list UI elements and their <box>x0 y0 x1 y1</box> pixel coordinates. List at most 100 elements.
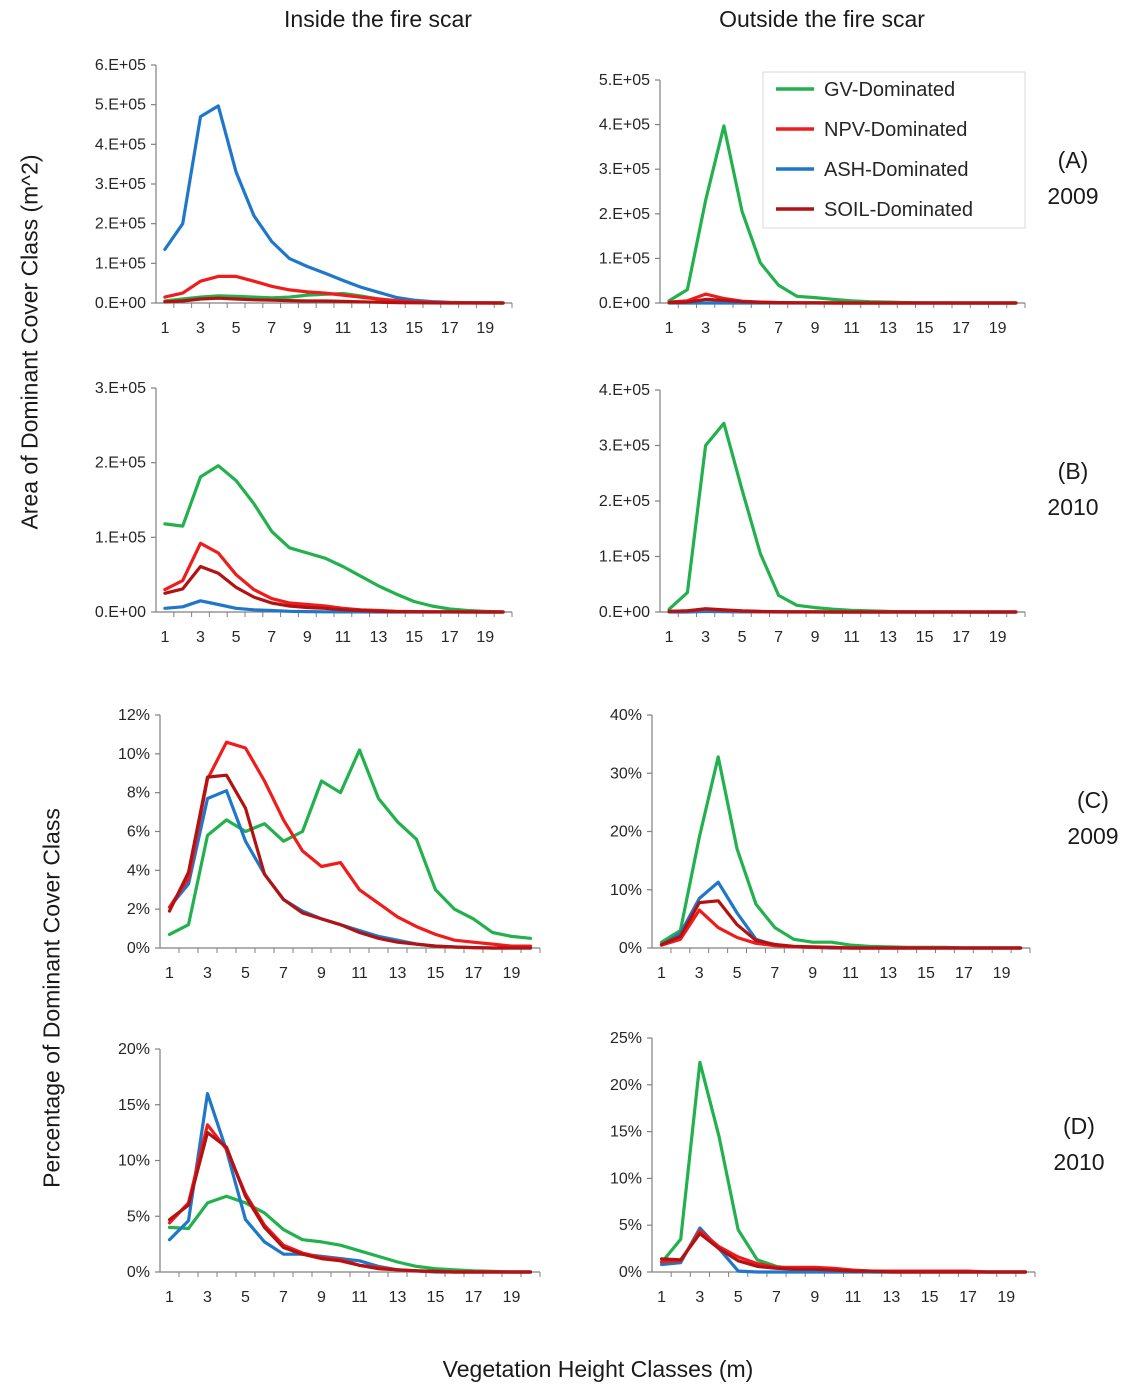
x-tick-label: 13 <box>370 320 388 337</box>
series-line-soil-dominated <box>667 607 1018 614</box>
x-tick-label: 7 <box>774 320 783 337</box>
y-tick-label: 0.E+00 <box>599 295 650 312</box>
row-label-a: (A) 2009 <box>1047 142 1098 214</box>
y-tick-label: 3.E+05 <box>95 380 146 397</box>
x-tick-label: 5 <box>738 320 747 337</box>
x-tick-label: 1 <box>657 965 666 982</box>
y-tick-label: 5.E+05 <box>599 72 650 89</box>
series-line-soil-dominated <box>659 899 1023 950</box>
x-tick-label: 13 <box>879 965 897 982</box>
series-line-gv-dominated <box>167 748 533 940</box>
panel-B-inside: 0.E+001.E+052.E+053.E+051 3 5 7 9 11 13 15 17 19 <box>95 380 513 646</box>
series-line-npv-dominated <box>167 740 533 948</box>
x-tick-label: 17 <box>952 320 970 337</box>
y-tick-label: 30% <box>610 765 642 782</box>
x-tick-label: 9 <box>303 629 312 646</box>
x-tick-label: 17 <box>441 629 459 646</box>
panel-D-inside: 0%5%10%15%20%1 3 5 7 9 11 13 15 17 19 <box>118 1041 541 1306</box>
y-tick-label: 10% <box>118 1153 150 1170</box>
series-line-soil-dominated <box>167 773 533 950</box>
x-tick-label: 11 <box>843 629 860 646</box>
x-tick-label: 17 <box>959 1289 977 1306</box>
x-tick-label: 3 <box>701 320 710 337</box>
x-tick-label: 1 <box>665 320 674 337</box>
x-tick-label: 3 <box>203 965 212 982</box>
inside-column-title: Inside the fire scar <box>284 6 472 32</box>
y-tick-label: 2.E+05 <box>95 216 146 233</box>
x-tick-label: 1 <box>165 1289 174 1306</box>
x-tick-label: 11 <box>335 320 352 337</box>
x-tick-label: 1 <box>160 320 169 337</box>
y-tick-label: 6.E+05 <box>95 57 146 74</box>
x-axis-title: Vegetation Height Classes (m) <box>442 1356 754 1382</box>
y-tick-label: 2.E+05 <box>599 493 650 510</box>
y-tick-label: 15% <box>118 1097 150 1114</box>
series-line-soil-dominated <box>167 1130 533 1274</box>
y-tick-label: 0.E+00 <box>95 604 146 621</box>
row-label-b: (B) 2010 <box>1047 453 1098 525</box>
y-tick-label: 5% <box>619 1217 642 1234</box>
legend-label: NPV-Dominated <box>824 119 967 141</box>
x-tick-label: 17 <box>441 320 459 337</box>
x-tick-label: 13 <box>389 965 407 982</box>
x-tick-label: 9 <box>303 320 312 337</box>
x-tick-label: 9 <box>317 965 326 982</box>
series-line-ash-dominated <box>659 1226 1028 1274</box>
x-tick-label: 5 <box>738 629 747 646</box>
y-tick-label: 20% <box>118 1041 150 1058</box>
y-tick-label: 4.E+05 <box>599 382 650 399</box>
y-tick-label: 3.E+05 <box>599 438 650 455</box>
x-tick-label: 3 <box>701 629 710 646</box>
y-tick-label: 1.E+05 <box>599 250 650 267</box>
y-tick-label: 12% <box>118 707 150 724</box>
x-tick-label: 5 <box>232 320 241 337</box>
x-tick-label: 5 <box>734 1289 743 1306</box>
x-tick-label: 9 <box>317 1289 326 1306</box>
x-tick-label: 19 <box>476 320 494 337</box>
series-line-ash-dominated <box>167 789 533 950</box>
y-tick-label: 2.E+05 <box>95 455 146 472</box>
x-tick-label: 19 <box>503 1289 521 1306</box>
panel-B-outside: 0.E+001.E+052.E+053.E+054.E+051 3 5 7 9 11 13 1… <box>599 382 1026 646</box>
x-tick-label: 7 <box>267 320 276 337</box>
x-tick-label: 19 <box>993 965 1011 982</box>
x-tick-label: 5 <box>241 1289 250 1306</box>
y-tick-label: 1.E+05 <box>599 549 650 566</box>
x-tick-label: 19 <box>989 629 1007 646</box>
y-tick-label: 4.E+05 <box>95 136 146 153</box>
series-line-soil-dominated <box>163 564 505 614</box>
row-c-year: 2009 <box>1067 823 1119 849</box>
panel-C-inside: 0%2%4%6%8%10%12%1 3 5 7 9 11 13 15 17 19 <box>118 707 541 982</box>
x-tick-label: 7 <box>279 965 288 982</box>
y-tick-label: 0% <box>127 940 150 957</box>
y-tick-label: 6% <box>127 824 150 841</box>
x-tick-label: 17 <box>955 965 973 982</box>
x-tick-label: 15 <box>405 320 423 337</box>
y-tick-label: 0.E+00 <box>599 604 650 621</box>
series-line-soil-dominated <box>667 297 1018 305</box>
row-d-letter: (D) <box>1063 1113 1095 1139</box>
y-tick-label: 40% <box>610 707 642 724</box>
x-tick-label: 15 <box>405 629 423 646</box>
x-tick-label: 15 <box>427 965 445 982</box>
x-tick-label: 19 <box>997 1289 1015 1306</box>
x-tick-label: 13 <box>879 629 897 646</box>
x-tick-label: 15 <box>916 320 934 337</box>
series-line-gv-dominated <box>163 464 505 614</box>
panel-A-outside: 0.E+001.E+052.E+053.E+054.E+055.E+051 3 5 7… <box>599 72 1026 337</box>
y-tick-label: 15% <box>610 1124 642 1141</box>
x-tick-label: 1 <box>657 1289 666 1306</box>
x-tick-label: 19 <box>989 320 1007 337</box>
y-tick-label: 0% <box>619 940 642 957</box>
y-tick-label: 3.E+05 <box>599 161 650 178</box>
series-line-ash-dominated <box>167 1091 533 1274</box>
x-tick-label: 19 <box>476 629 494 646</box>
x-tick-label: 9 <box>811 629 820 646</box>
outside-column-title: Outside the fire scar <box>719 6 925 32</box>
series-line-gv-dominated <box>667 421 1018 614</box>
legend: GV-Dominated NPV-Dominated ASH-Dominated SO… <box>762 71 1026 229</box>
x-tick-label: 5 <box>232 629 241 646</box>
x-tick-label: 1 <box>665 629 674 646</box>
x-tick-label: 7 <box>774 629 783 646</box>
